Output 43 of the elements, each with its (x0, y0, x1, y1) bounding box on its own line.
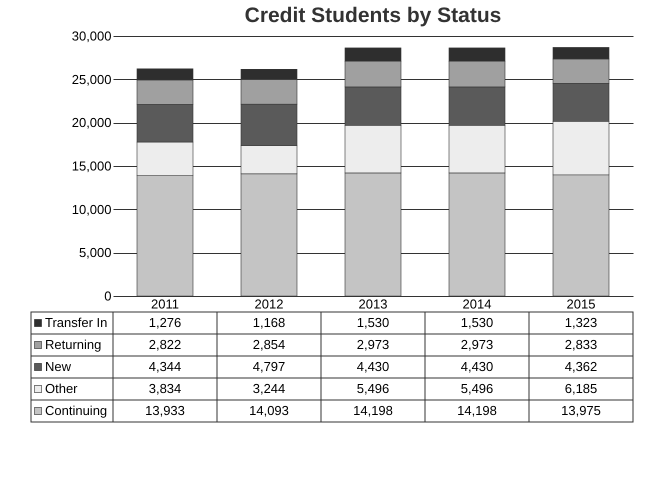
data-label: 1,323 (564, 315, 598, 330)
data-label: 3,244 (252, 381, 286, 396)
data-label: 2,973 (460, 337, 494, 352)
y-tick-label: 15,000 (72, 158, 112, 174)
legend-label: Other (45, 381, 78, 396)
x-tick-label: 2013 (358, 296, 388, 312)
data-label: 5,496 (460, 381, 494, 396)
y-tick-label: 0 (104, 288, 112, 304)
data-label: 2,854 (252, 337, 286, 352)
legend-label: Returning (45, 337, 102, 352)
data-label: 4,344 (148, 359, 182, 374)
legend-label: New (45, 359, 72, 374)
x-tick-label: 2015 (566, 296, 596, 312)
data-label: 1,530 (460, 315, 494, 330)
data-label: 1,530 (356, 315, 390, 330)
y-tick-label: 20,000 (72, 115, 112, 130)
data-label: 3,834 (148, 381, 182, 396)
data-label: 4,797 (252, 359, 286, 374)
data-label: 2,833 (564, 337, 598, 352)
y-tick-label: 5,000 (78, 245, 112, 260)
data-label: 13,933 (145, 403, 185, 418)
data-label: 2,822 (148, 337, 182, 352)
data-label: 1,168 (252, 315, 286, 330)
chart-title: Credit Students by Status (244, 4, 502, 27)
x-tick-label: 2011 (151, 296, 179, 312)
y-tick-label: 25,000 (72, 72, 112, 87)
y-tick-label: 30,000 (72, 28, 112, 44)
legend-label: Transfer In (45, 315, 108, 330)
data-label: 2,973 (356, 337, 390, 352)
data-label: 5,496 (356, 381, 390, 396)
data-label: 6,185 (564, 381, 598, 396)
x-tick-label: 2014 (462, 296, 492, 312)
data-label: 14,198 (457, 403, 497, 418)
data-label: 13,975 (561, 403, 601, 418)
y-tick-label: 10,000 (72, 202, 112, 217)
data-label: 1,276 (148, 315, 182, 330)
legend-label: Continuing (45, 403, 108, 418)
x-tick-label: 2012 (254, 296, 284, 312)
data-label: 4,362 (564, 359, 598, 374)
data-label: 4,430 (460, 359, 494, 374)
data-label: 14,093 (249, 403, 289, 418)
data-label: 14,198 (353, 403, 393, 418)
data-label: 4,430 (356, 359, 390, 374)
